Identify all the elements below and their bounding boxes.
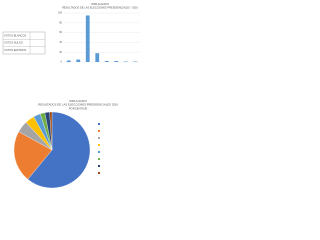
y-tick-label: 80 xyxy=(59,21,62,24)
pie-chart-note: PORCENTAJE xyxy=(69,107,88,111)
legend-swatch xyxy=(98,123,100,125)
y-tick-label: 0 xyxy=(61,61,63,64)
legend-swatch xyxy=(98,130,100,132)
legend-swatch xyxy=(98,151,100,153)
bar xyxy=(95,53,100,62)
legend-swatch xyxy=(98,165,100,167)
bar-chart-title: SIMULACRO xyxy=(91,2,110,6)
pie-slice xyxy=(49,111,53,151)
table-frame xyxy=(2,31,46,55)
legend-swatch xyxy=(98,137,100,139)
bar xyxy=(85,15,90,62)
pie-chart-title: SIMULACRO xyxy=(69,99,88,103)
bar xyxy=(66,60,71,62)
bar xyxy=(104,61,109,62)
table-cell: VOTOS NULOS xyxy=(4,41,23,45)
document: VOTOS BLANCOS VOTOS NULOS VOTOS EMITIDOS… xyxy=(0,0,149,198)
legend-swatch xyxy=(98,158,100,160)
bar-chart-subtitle: RESULTADOS DE LAS ELECCIONES PRESIDENCIA… xyxy=(62,6,138,10)
y-tick-label: 100 xyxy=(58,12,63,15)
bar xyxy=(76,59,81,62)
legend-swatch xyxy=(98,144,100,146)
pie-slice xyxy=(13,131,53,180)
data-table: VOTOS BLANCOS VOTOS NULOS VOTOS EMITIDOS xyxy=(2,31,46,55)
bar xyxy=(114,61,119,62)
table-cell: VOTOS EMITIDOS xyxy=(4,48,27,52)
pie-slice xyxy=(27,111,91,189)
page: {"table": {"rows": [["VOTOS BLANCOS"], [… xyxy=(0,0,149,198)
pie-chart-subtitle: RESULTADOS DE LAS ELECCIONES PRESIDENCIA… xyxy=(38,103,119,107)
table-cell: VOTOS BLANCOS xyxy=(4,33,26,37)
y-tick-label: 20 xyxy=(59,51,62,54)
legend-swatch xyxy=(98,172,100,174)
y-tick-label: 40 xyxy=(59,41,62,44)
y-tick-label: 60 xyxy=(59,31,62,34)
